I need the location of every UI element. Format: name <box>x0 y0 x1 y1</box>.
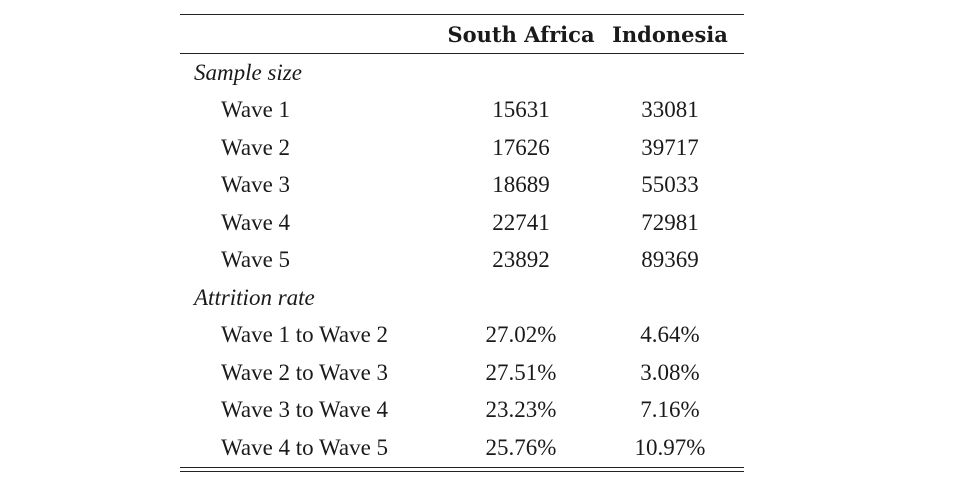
south-africa-value: 18689 <box>492 172 550 198</box>
row-label: Wave 5 <box>221 247 291 273</box>
south-africa-value: 23892 <box>492 247 550 273</box>
row-label: Wave 4 to Wave 5 <box>221 434 389 460</box>
indonesia-value: 39717 <box>641 134 699 160</box>
south-africa-value: 27.02% <box>485 322 557 348</box>
row-label: Wave 2 <box>221 134 291 160</box>
indonesia-value: 4.64% <box>640 322 700 348</box>
south-africa-value: 23.23% <box>485 397 557 423</box>
table-row: Wave 4 to Wave 5 25.76% 10.97% <box>180 429 744 467</box>
header-rule <box>180 53 744 54</box>
indonesia-value: 72981 <box>641 209 699 235</box>
south-africa-value: 17626 <box>492 134 550 160</box>
bottom-double-rule <box>180 470 744 472</box>
south-africa-value: 25.76% <box>485 434 557 460</box>
row-label: Wave 2 to Wave 3 <box>221 359 389 385</box>
section-label: Sample size <box>194 59 302 85</box>
row-label: Wave 3 <box>221 172 291 198</box>
table-row: Wave 4 22741 72981 <box>180 204 744 242</box>
header-row: South Africa Indonesia <box>180 15 744 54</box>
table-row: Wave 1 15631 33081 <box>180 92 744 130</box>
table-row: Wave 3 18689 55033 <box>180 167 744 205</box>
row-label: Wave 3 to Wave 4 <box>221 397 389 423</box>
indonesia-value: 55033 <box>641 172 699 198</box>
table-row: Wave 3 to Wave 4 23.23% 7.16% <box>180 392 744 430</box>
table-row: Wave 2 17626 39717 <box>180 129 744 167</box>
header-south-africa: South Africa <box>447 21 595 47</box>
row-label: Wave 4 <box>221 209 291 235</box>
top-rule <box>180 14 744 15</box>
south-africa-value: 27.51% <box>485 359 557 385</box>
indonesia-value: 10.97% <box>634 434 706 460</box>
section-row-sample-size: Sample size <box>180 54 744 92</box>
table-row: Wave 1 to Wave 2 27.02% 4.64% <box>180 317 744 355</box>
row-label: Wave 1 <box>221 97 291 123</box>
indonesia-value: 33081 <box>641 97 699 123</box>
indonesia-value: 7.16% <box>640 397 700 423</box>
south-africa-value: 22741 <box>492 209 550 235</box>
header-indonesia: Indonesia <box>612 21 728 47</box>
indonesia-value: 89369 <box>641 247 699 273</box>
header-label-column <box>180 15 446 54</box>
south-africa-value: 15631 <box>492 97 550 123</box>
table-row: Wave 2 to Wave 3 27.51% 3.08% <box>180 354 744 392</box>
section-row-attrition-rate: Attrition rate <box>180 279 744 317</box>
table-row: Wave 5 23892 89369 <box>180 242 744 280</box>
data-table-container: South Africa Indonesia Sample size Wave … <box>180 14 744 472</box>
indonesia-value: 3.08% <box>640 359 700 385</box>
sample-attrition-table: South Africa Indonesia Sample size Wave … <box>180 15 744 467</box>
bottom-rule <box>180 466 744 468</box>
section-label: Attrition rate <box>194 284 315 310</box>
row-label: Wave 1 to Wave 2 <box>221 322 389 348</box>
